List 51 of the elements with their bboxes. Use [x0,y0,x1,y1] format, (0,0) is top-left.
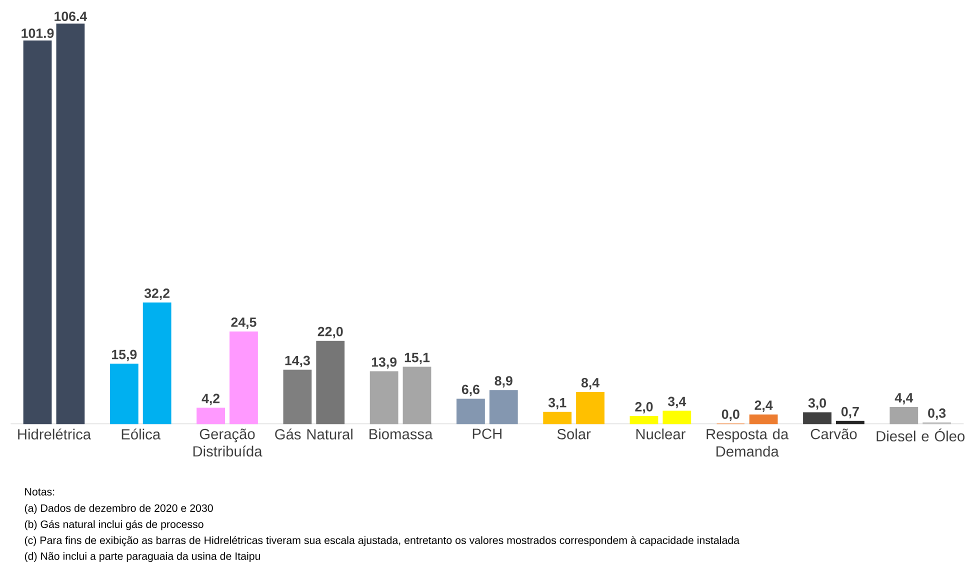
data-label: 4,4 [894,392,914,404]
bar [576,392,604,424]
data-label: 14,3 [285,356,310,367]
data-label: 6,6 [462,384,480,396]
text: Notas: [25,488,54,496]
data-label: 22,0 [318,326,343,338]
bar [56,23,85,424]
bar [836,420,864,424]
text: (a) Dados de dezembro de 2020 e 2030 [24,504,213,514]
data-label: 106.4 [54,11,88,21]
x-tick-label: Resposta da Demanda [706,428,789,456]
data-label: 0,3 [928,408,946,420]
data-label: 24,5 [231,317,256,329]
x-tick-label: Biomassa [370,428,433,440]
bar [316,340,345,424]
x-tick-label: Eólica [122,428,161,440]
x-tick-label: PCH [472,428,502,439]
data-label: 101.9 [22,28,54,38]
data-label: 8,9 [494,376,512,388]
data-label: 32,2 [144,288,170,300]
bar [890,406,918,424]
data-label: 3,0 [808,398,826,410]
data-label: 15,1 [404,352,430,364]
bar [230,331,258,424]
bar [489,390,518,424]
bar [370,371,398,424]
bar [142,302,172,424]
bar [662,410,692,424]
bar [803,412,832,424]
x-tick-label: Geração Distribuída [193,428,262,456]
bar [749,414,778,424]
text: (c) Para fins de exibição as barras de Hidrelétricas tiveram sua escala ajustada, entretanto os valores mostrados correspondem à capacidade instalada [24,536,740,546]
bar [283,370,312,424]
x-tick-label: Nuclear [636,428,686,440]
x-tick-label: Carvão [810,428,857,439]
x-tick-label: Diesel e Óleo [876,428,965,442]
data-label: 2,4 [754,400,773,412]
x-tick-label: Hidrelétrica [18,428,92,440]
data-label: 4,2 [202,394,220,405]
data-label: 2,0 [635,402,653,414]
data-label: 3,4 [668,396,686,408]
data-label: 13,9 [372,357,397,368]
data-label: 3,1 [548,398,566,410]
data-label: 0,7 [841,406,859,418]
data-label: 15,9 [112,350,137,361]
text: (b) Gás natural inclui gás de processo [24,520,204,530]
data-label: 0,0 [722,409,740,421]
data-label: 8,4 [581,378,600,390]
text: (d) Não inclui a parte paraguaia da usina de Itaipu [24,552,260,562]
x-tick-label: Solar [557,428,591,440]
x-tick-label: Gás Natural [275,428,352,440]
